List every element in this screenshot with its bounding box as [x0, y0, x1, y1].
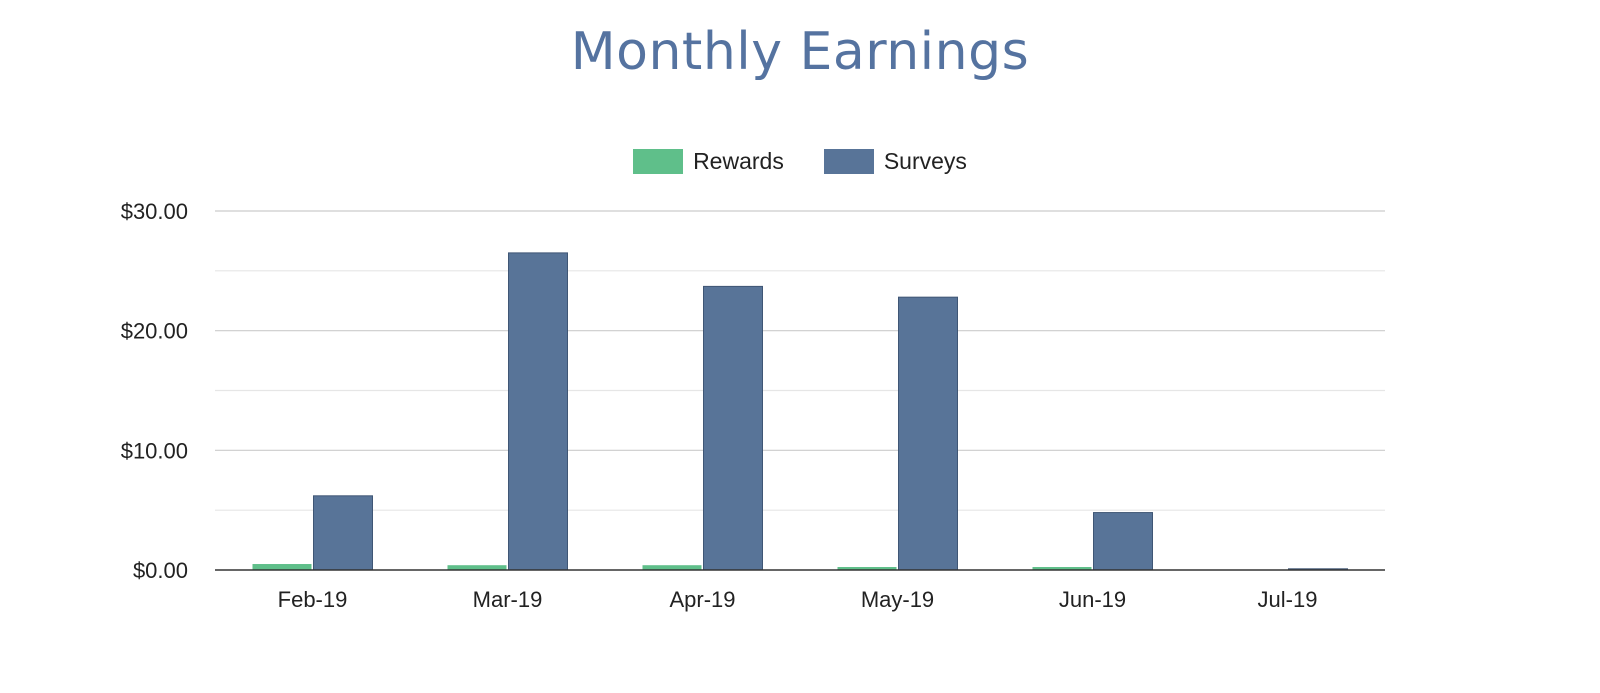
x-tick-label: Jun-19: [1059, 587, 1126, 612]
legend-label-rewards: Rewards: [693, 148, 784, 174]
bar-rewards: [252, 564, 312, 570]
x-tick-label: Mar-19: [473, 587, 543, 612]
y-tick-label: $30.00: [121, 199, 188, 224]
x-tick-label: Apr-19: [669, 587, 735, 612]
x-tick-label: May-19: [861, 587, 934, 612]
bar-rewards: [837, 567, 897, 570]
x-tick-label: Feb-19: [278, 587, 348, 612]
x-tick-label: Jul-19: [1258, 587, 1318, 612]
y-tick-label: $20.00: [121, 319, 188, 344]
legend-item-rewards[interactable]: Rewards: [633, 148, 784, 175]
legend-label-surveys: Surveys: [883, 148, 967, 174]
legend: Rewards Surveys: [0, 148, 1600, 175]
bar-surveys: [508, 252, 568, 571]
bar-surveys: [1093, 512, 1153, 571]
bar-rewards: [642, 565, 702, 570]
y-tick-label: $10.00: [121, 438, 188, 463]
chart-title: Monthly Earnings: [570, 22, 1030, 82]
bar-rewards: [1032, 567, 1092, 570]
legend-item-surveys[interactable]: Surveys: [823, 148, 967, 175]
bar-surveys: [703, 285, 763, 571]
legend-swatch-surveys: [823, 149, 874, 174]
bar-surveys: [313, 495, 373, 571]
bar-surveys: [898, 296, 958, 571]
y-tick-label: $0.00: [133, 558, 188, 583]
bar-rewards: [447, 565, 507, 570]
legend-swatch-rewards: [633, 149, 684, 174]
